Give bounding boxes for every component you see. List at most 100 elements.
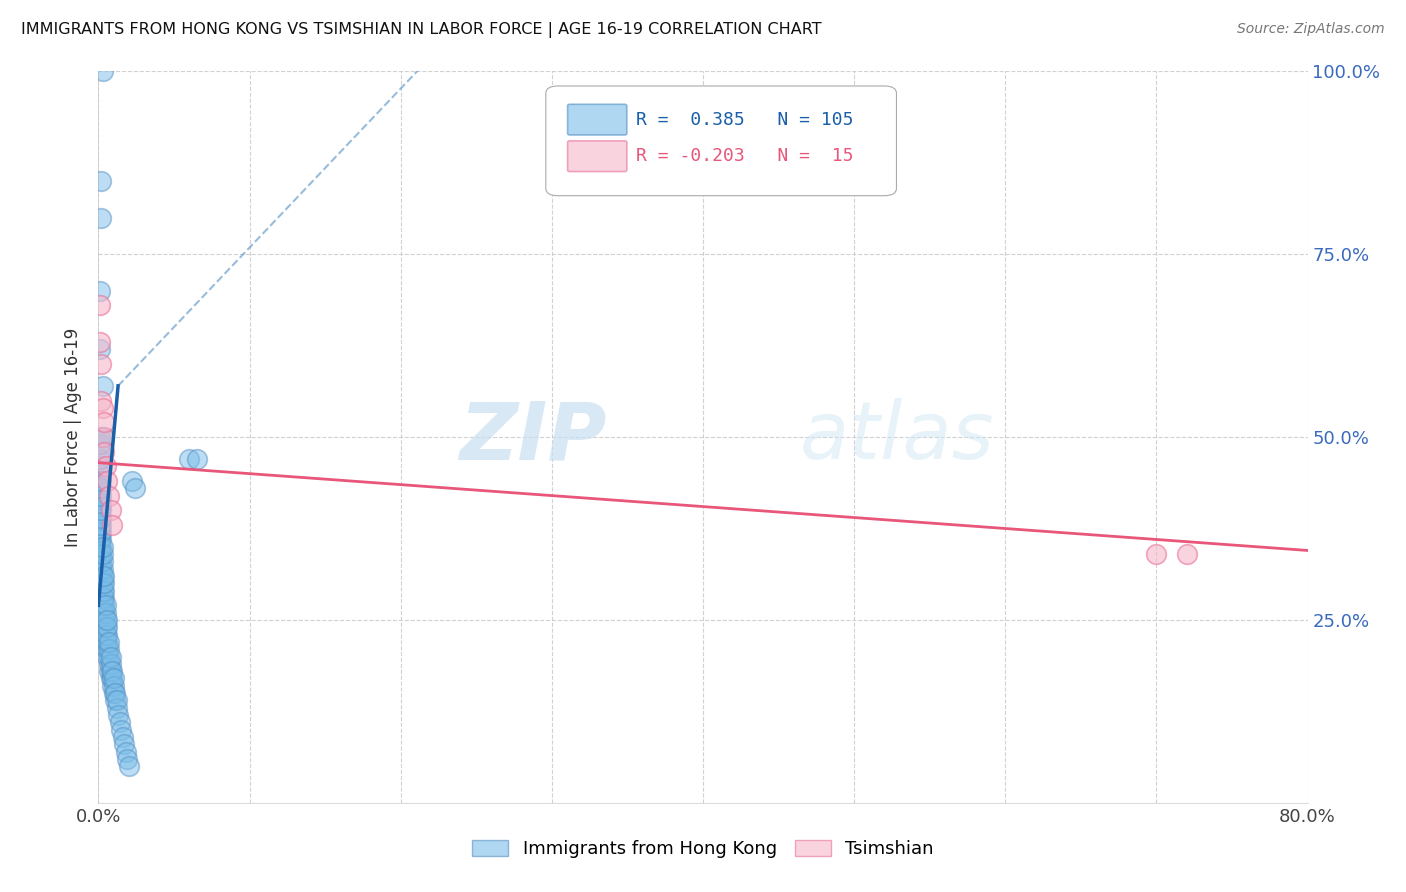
Point <box>93 613 115 627</box>
Point <box>93 620 115 634</box>
Point <box>89 481 111 495</box>
Point <box>90 562 112 576</box>
Point <box>89 510 111 524</box>
Point <box>91 606 114 620</box>
Point <box>96 620 118 634</box>
Point <box>89 459 111 474</box>
Point <box>93 599 115 613</box>
Point <box>89 474 111 488</box>
Point <box>94 599 117 613</box>
Point <box>89 437 111 451</box>
Point <box>90 474 112 488</box>
Point <box>89 298 111 312</box>
Point <box>89 540 111 554</box>
Point <box>96 613 118 627</box>
Point <box>89 576 111 591</box>
Point <box>107 708 129 723</box>
Point <box>93 591 115 605</box>
Point <box>91 599 114 613</box>
Point <box>110 723 132 737</box>
Point <box>96 627 118 641</box>
Text: ZIP: ZIP <box>458 398 606 476</box>
Point <box>90 357 112 371</box>
Point <box>90 489 112 503</box>
Point <box>94 635 117 649</box>
Point <box>90 517 112 532</box>
Point <box>91 583 114 598</box>
Point <box>94 620 117 634</box>
Point <box>93 416 115 430</box>
Point <box>90 525 112 540</box>
Point <box>111 730 134 744</box>
Point <box>89 517 111 532</box>
Point <box>90 540 112 554</box>
Point <box>100 503 122 517</box>
Text: R =  0.385   N = 105: R = 0.385 N = 105 <box>637 111 853 128</box>
Point <box>114 745 136 759</box>
Point <box>89 562 111 576</box>
Point <box>90 591 112 605</box>
Point <box>104 693 127 707</box>
Point <box>105 693 128 707</box>
Point <box>98 635 121 649</box>
Point <box>90 533 112 547</box>
Point <box>90 393 112 408</box>
Point <box>90 554 112 568</box>
Point <box>108 715 131 730</box>
Point <box>98 642 121 657</box>
Point <box>90 569 112 583</box>
Point <box>89 334 111 349</box>
Point <box>90 503 112 517</box>
Point <box>101 672 124 686</box>
Point <box>118 759 141 773</box>
Point <box>91 554 114 568</box>
Point <box>90 547 112 561</box>
Point <box>91 379 114 393</box>
Point <box>89 503 111 517</box>
Point <box>91 576 114 591</box>
Point <box>90 174 112 188</box>
Point <box>93 576 115 591</box>
Point <box>179 452 201 467</box>
Point <box>89 554 111 568</box>
Point <box>89 533 111 547</box>
Point <box>91 430 114 444</box>
Point <box>89 444 111 458</box>
Point <box>1144 547 1167 561</box>
Point <box>89 525 111 540</box>
Point <box>93 444 115 458</box>
Point <box>104 686 127 700</box>
Point <box>91 540 114 554</box>
Point <box>94 613 117 627</box>
Point <box>94 606 117 620</box>
Point <box>100 649 122 664</box>
Point <box>89 430 111 444</box>
Point <box>103 686 125 700</box>
Point <box>124 481 146 495</box>
Point <box>101 679 124 693</box>
Point <box>89 467 111 481</box>
Point <box>91 569 114 583</box>
Point <box>103 672 125 686</box>
Point <box>100 672 122 686</box>
Point <box>90 576 112 591</box>
Point <box>98 649 121 664</box>
Point <box>94 627 117 641</box>
Point <box>90 510 112 524</box>
FancyBboxPatch shape <box>568 141 627 171</box>
Point <box>96 642 118 657</box>
Point <box>100 664 122 678</box>
Point <box>89 343 111 357</box>
Point <box>90 583 112 598</box>
Point <box>90 496 112 510</box>
FancyBboxPatch shape <box>546 86 897 195</box>
Y-axis label: In Labor Force | Age 16-19: In Labor Force | Age 16-19 <box>65 327 83 547</box>
Point <box>89 547 111 561</box>
Text: R = -0.203   N =  15: R = -0.203 N = 15 <box>637 147 853 165</box>
Point <box>91 562 114 576</box>
Point <box>89 496 111 510</box>
Point <box>89 489 111 503</box>
Text: IMMIGRANTS FROM HONG KONG VS TSIMSHIAN IN LABOR FORCE | AGE 16-19 CORRELATION CH: IMMIGRANTS FROM HONG KONG VS TSIMSHIAN I… <box>21 22 821 38</box>
Text: Source: ZipAtlas.com: Source: ZipAtlas.com <box>1237 22 1385 37</box>
Point <box>93 583 115 598</box>
